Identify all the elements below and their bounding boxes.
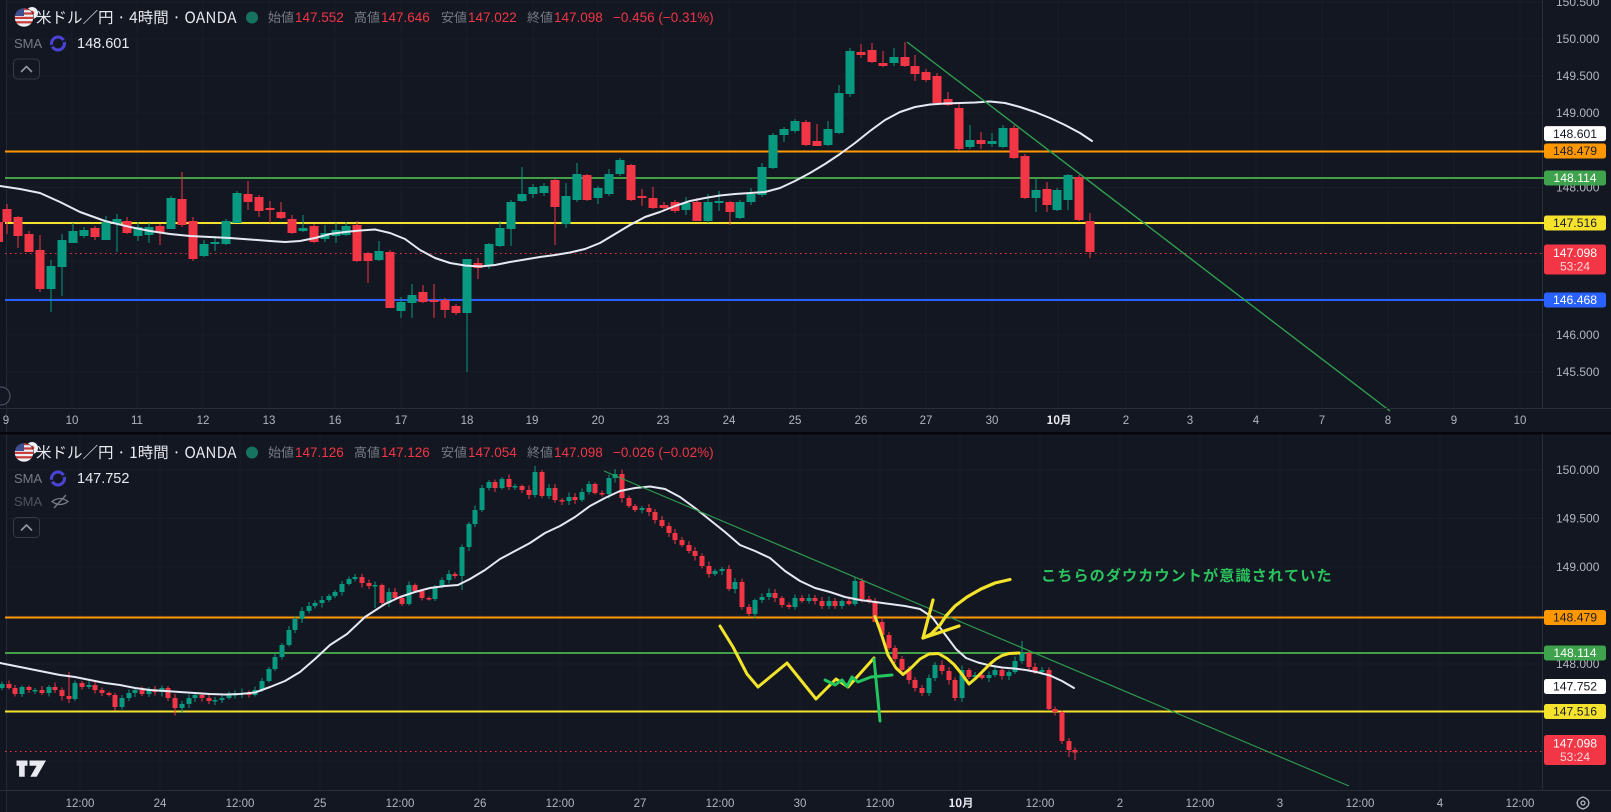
svg-text:26: 26 xyxy=(474,798,487,810)
svg-text:150.500: 150.500 xyxy=(1556,0,1600,9)
svg-text:4: 4 xyxy=(1253,415,1260,427)
svg-text:149.500: 149.500 xyxy=(1556,69,1600,83)
svg-text:12:00: 12:00 xyxy=(386,798,415,810)
svg-text:148.114: 148.114 xyxy=(1553,171,1596,185)
svg-text:12:00: 12:00 xyxy=(1026,798,1055,810)
svg-text:147.098: 147.098 xyxy=(554,445,603,460)
svg-text:7: 7 xyxy=(1319,415,1325,427)
svg-text:147.098: 147.098 xyxy=(1553,246,1597,260)
svg-text:147.022: 147.022 xyxy=(468,10,517,25)
svg-text:SMA: SMA xyxy=(14,471,43,486)
svg-text:147.752: 147.752 xyxy=(1553,680,1597,694)
svg-text:12:00: 12:00 xyxy=(546,798,575,810)
svg-text:SMA: SMA xyxy=(14,494,43,509)
svg-text:147.646: 147.646 xyxy=(381,10,430,25)
svg-text:146.000: 146.000 xyxy=(1556,328,1600,342)
svg-text:11: 11 xyxy=(131,415,143,427)
svg-text:30: 30 xyxy=(986,415,999,427)
svg-text:12:00: 12:00 xyxy=(66,798,95,810)
svg-text:147.098: 147.098 xyxy=(1553,737,1597,751)
svg-text:17: 17 xyxy=(395,415,408,427)
svg-text:149.500: 149.500 xyxy=(1556,512,1600,526)
svg-text:148.114: 148.114 xyxy=(1553,646,1596,660)
svg-text:−0.026 (−0.02%): −0.026 (−0.02%) xyxy=(613,445,714,460)
svg-text:12:00: 12:00 xyxy=(1506,798,1535,810)
svg-text:146.468: 146.468 xyxy=(1553,293,1597,307)
svg-text:149.000: 149.000 xyxy=(1556,560,1600,574)
svg-text:24: 24 xyxy=(154,798,167,810)
svg-text:25: 25 xyxy=(314,798,327,810)
svg-text:12:00: 12:00 xyxy=(1346,798,1375,810)
svg-text:149.000: 149.000 xyxy=(1556,106,1600,120)
svg-text:148.479: 148.479 xyxy=(1553,144,1597,158)
svg-text:148.601: 148.601 xyxy=(77,36,129,52)
svg-text:12: 12 xyxy=(197,415,210,427)
svg-text:9: 9 xyxy=(1451,415,1457,427)
svg-text:2: 2 xyxy=(1123,415,1129,427)
svg-text:147.516: 147.516 xyxy=(1553,705,1597,719)
svg-text:27: 27 xyxy=(634,798,647,810)
svg-text:13: 13 xyxy=(263,415,276,427)
svg-text:27: 27 xyxy=(920,415,933,427)
svg-text:24: 24 xyxy=(723,415,736,427)
svg-text:148.479: 148.479 xyxy=(1553,611,1597,625)
svg-text:3: 3 xyxy=(1277,798,1283,810)
svg-text:26: 26 xyxy=(855,415,868,427)
svg-text:150.000: 150.000 xyxy=(1556,463,1600,477)
svg-text:12:00: 12:00 xyxy=(226,798,255,810)
svg-text:SMA: SMA xyxy=(14,36,43,51)
svg-text:30: 30 xyxy=(794,798,807,810)
svg-text:10: 10 xyxy=(1514,415,1527,427)
svg-text:147.098: 147.098 xyxy=(554,10,603,25)
svg-text:12:00: 12:00 xyxy=(706,798,735,810)
svg-text:53:24: 53:24 xyxy=(1560,750,1590,764)
svg-text:147.126: 147.126 xyxy=(295,445,344,460)
svg-text:16: 16 xyxy=(329,415,342,427)
svg-text:12:00: 12:00 xyxy=(1186,798,1215,810)
svg-text:147.552: 147.552 xyxy=(295,10,344,25)
svg-text:3: 3 xyxy=(1187,415,1193,427)
svg-text:147.752: 147.752 xyxy=(77,471,129,487)
svg-text:−0.456 (−0.31%): −0.456 (−0.31%) xyxy=(613,10,714,25)
svg-text:25: 25 xyxy=(789,415,802,427)
svg-text:148.601: 148.601 xyxy=(1553,127,1597,141)
svg-text:19: 19 xyxy=(526,415,539,427)
svg-text:10: 10 xyxy=(66,415,79,427)
svg-text:4: 4 xyxy=(1437,798,1444,810)
svg-text:147.054: 147.054 xyxy=(468,445,517,460)
svg-text:23: 23 xyxy=(657,415,670,427)
svg-text:2: 2 xyxy=(1117,798,1123,810)
svg-text:9: 9 xyxy=(3,415,9,427)
svg-text:8: 8 xyxy=(1385,415,1391,427)
svg-text:147.516: 147.516 xyxy=(1553,216,1597,230)
svg-text:145.500: 145.500 xyxy=(1556,365,1600,379)
svg-text:150.000: 150.000 xyxy=(1556,32,1600,46)
svg-text:53:24: 53:24 xyxy=(1560,260,1590,274)
svg-text:18: 18 xyxy=(461,415,474,427)
svg-text:20: 20 xyxy=(592,415,605,427)
svg-text:12:00: 12:00 xyxy=(866,798,895,810)
svg-text:147.126: 147.126 xyxy=(381,445,430,460)
